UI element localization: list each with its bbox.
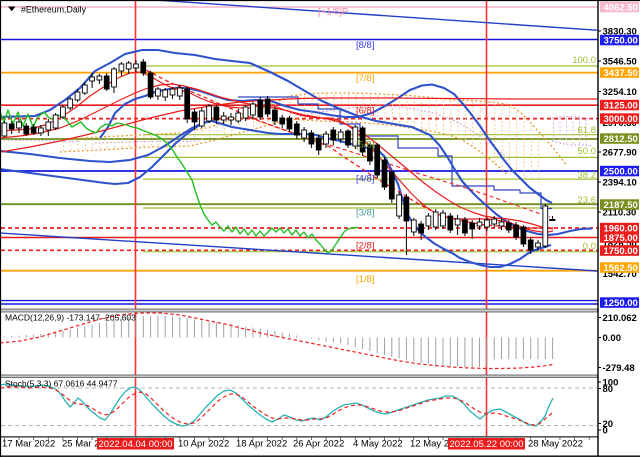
svg-text:Stoch(5,3,3) 67.0616 44.9477: Stoch(5,3,3) 67.0616 44.9477 — [5, 379, 118, 389]
svg-text:50.0: 50.0 — [578, 146, 597, 157]
svg-text:0.0: 0.0 — [583, 241, 596, 252]
svg-text:3830.30: 3830.30 — [603, 27, 637, 38]
svg-text:26 Apr 2022: 26 Apr 2022 — [293, 439, 344, 450]
svg-text:2812.50: 2812.50 — [604, 134, 638, 145]
svg-text:[7/8]: [7/8] — [356, 73, 375, 84]
svg-text:1562.50: 1562.50 — [604, 263, 638, 274]
svg-text:4 May 2022: 4 May 2022 — [353, 439, 403, 450]
svg-text:3750.00: 3750.00 — [604, 36, 638, 47]
svg-text:3546.50: 3546.50 — [603, 57, 637, 68]
svg-text:100: 100 — [603, 378, 619, 389]
svg-text:2187.50: 2187.50 — [604, 200, 638, 211]
svg-text:1960.00: 1960.00 — [604, 224, 638, 235]
svg-text:2022.05.22 00:00: 2022.05.22 00:00 — [450, 439, 524, 450]
svg-text:1750.00: 1750.00 — [604, 246, 638, 257]
svg-text:[1/8]: [1/8] — [356, 274, 375, 285]
svg-text:3437.50: 3437.50 — [604, 68, 638, 79]
svg-text:[6/8]: [6/8] — [356, 106, 375, 117]
svg-text:[8/8]: [8/8] — [356, 40, 375, 51]
svg-text:20: 20 — [603, 419, 614, 430]
svg-text:3000.00: 3000.00 — [604, 114, 638, 125]
svg-text:3125.00: 3125.00 — [604, 101, 638, 112]
svg-text:MACD(12,26,9) -173.147 -205.60: MACD(12,26,9) -173.147 -205.603 — [5, 313, 136, 323]
svg-text:3254.10: 3254.10 — [603, 87, 637, 98]
svg-text:210.062: 210.062 — [603, 313, 637, 324]
svg-text:10 Apr 2022: 10 Apr 2022 — [178, 439, 229, 450]
svg-text:1875.00: 1875.00 — [604, 233, 638, 244]
svg-text:61.8: 61.8 — [578, 125, 597, 136]
svg-text:[+1/8]P: [+1/8]P — [318, 7, 348, 18]
svg-text:2110.30: 2110.30 — [603, 208, 637, 219]
svg-text:2500.00: 2500.00 — [604, 167, 638, 178]
svg-text:80: 80 — [603, 384, 614, 395]
svg-text:[3/8]: [3/8] — [356, 208, 375, 219]
svg-text:4062.50: 4062.50 — [604, 3, 638, 14]
svg-text:[4/8]: [4/8] — [356, 174, 375, 185]
svg-text:18 Apr 2022: 18 Apr 2022 — [236, 439, 287, 450]
svg-text:1250.00: 1250.00 — [604, 298, 638, 309]
svg-text:38.2: 38.2 — [578, 170, 597, 181]
svg-text:0.00: 0.00 — [603, 333, 622, 344]
svg-text:25 Mar 20: 25 Mar 20 — [62, 439, 105, 450]
svg-text:1826.50: 1826.50 — [603, 239, 637, 250]
svg-text:12 May 2: 12 May 2 — [410, 439, 449, 450]
svg-text:0: 0 — [603, 426, 608, 437]
svg-text:17 Mar 2022: 17 Mar 2022 — [2, 439, 55, 450]
svg-text:100.0: 100.0 — [572, 55, 596, 66]
svg-text:2022.04.04 00:00: 2022.04.04 00:00 — [99, 439, 173, 450]
svg-text:1542.70: 1542.70 — [603, 269, 637, 280]
svg-text:[5/8]: [5/8] — [356, 140, 375, 151]
svg-text:-279.48: -279.48 — [603, 363, 635, 374]
svg-text:[2/8]: [2/8] — [356, 241, 375, 252]
svg-text:2677.90: 2677.90 — [603, 148, 637, 159]
svg-text:28 May 2022: 28 May 2022 — [528, 439, 583, 450]
svg-text:2394.10: 2394.10 — [603, 178, 637, 189]
svg-text:#Ethereum,Daily: #Ethereum,Daily — [21, 5, 87, 15]
svg-text:23.6: 23.6 — [578, 195, 597, 206]
